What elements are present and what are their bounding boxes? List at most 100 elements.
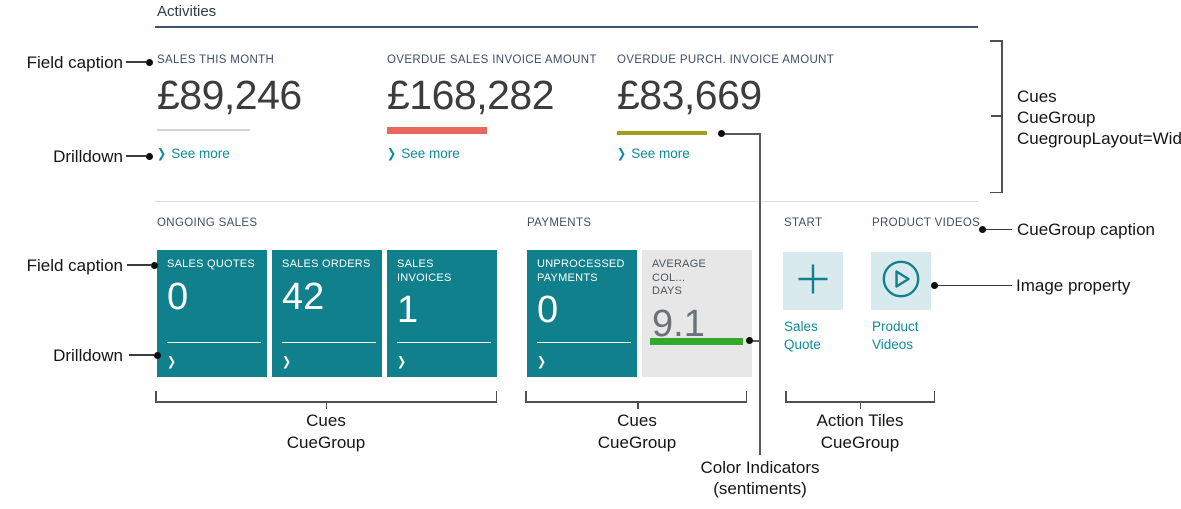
sentiment-bar-favorable — [650, 338, 743, 345]
chevron-right-icon[interactable]: ❯ — [282, 355, 292, 369]
annotation-line-text: Color Indicators — [700, 458, 820, 477]
caption-line: DAYS — [652, 285, 683, 297]
cue-caption: OVERDUE SALES INVOICE AMOUNT — [387, 54, 597, 66]
wide-cue-overdue-sales-invoice: OVERDUE SALES INVOICE AMOUNT £168,282 ❯ … — [387, 52, 613, 172]
cue-tile-unprocessed-payments[interactable]: UNPROCESSED PAYMENTS 0 ❯ — [527, 250, 637, 377]
annotation-brace — [745, 391, 747, 403]
action-link-sales-quote[interactable]: Sales Quote — [784, 319, 821, 352]
annotation-brace — [933, 391, 935, 403]
annotation-brace — [525, 401, 747, 403]
cue-tile-value: 9.1 — [652, 302, 705, 345]
annotation-line — [127, 264, 151, 266]
see-more-label: See more — [401, 146, 460, 161]
chevron-right-icon: ❯ — [157, 147, 167, 161]
cue-value[interactable]: £168,282 — [387, 72, 555, 118]
see-more-label: See more — [171, 146, 230, 161]
cue-value[interactable]: £83,669 — [617, 72, 762, 118]
cue-tile-average-collection-days[interactable]: AVERAGE COL... DAYS 9.1 — [642, 250, 752, 377]
chevron-right-icon[interactable]: ❯ — [537, 355, 547, 369]
see-more-label: See more — [631, 146, 690, 161]
annotation-line-text: Cues — [1017, 87, 1057, 106]
cue-tile-divider — [397, 341, 491, 343]
cue-tile-caption: AVERAGE COL... DAYS — [652, 258, 742, 299]
cue-tile-sales-orders[interactable]: SALES ORDERS 42 ❯ — [272, 250, 382, 377]
section-divider — [155, 201, 978, 202]
cue-caption: OVERDUE PURCH. INVOICE AMOUNT — [617, 54, 835, 66]
annotation-image-property: Image property — [1016, 276, 1131, 295]
cuegroup-caption-start: START — [784, 217, 823, 229]
annotation-line-text: CueGroup — [286, 433, 366, 452]
play-circle-icon — [880, 258, 922, 305]
annotation-drilldown-bottom: Drilldown — [53, 346, 123, 365]
annotation-cues-group-1: Cues CueGroup — [246, 410, 406, 454]
annotation-line — [126, 155, 146, 157]
annotation-action-tiles-group: Action Tiles CueGroup — [780, 410, 940, 454]
annotation-cues-group-2: Cues CueGroup — [557, 410, 717, 454]
page-title: Activities — [157, 3, 217, 20]
annotation-cuegroup-caption: CueGroup caption — [1017, 220, 1155, 239]
annotation-dot — [151, 261, 158, 269]
cuegroup-caption-ongoing-sales: ONGOING SALES — [157, 217, 258, 229]
see-more-link[interactable]: ❯ See more — [157, 146, 230, 161]
annotation-dot — [154, 351, 161, 359]
see-more-link[interactable]: ❯ See more — [617, 146, 690, 161]
annotation-field-caption-bottom: Field caption — [26, 256, 123, 275]
cue-tile-caption: SALES QUOTES — [167, 258, 255, 270]
annotation-dot — [146, 152, 153, 160]
annotation-line — [129, 354, 154, 356]
annotation-line — [986, 228, 1012, 230]
annotation-field-caption-top: Field caption — [26, 53, 123, 72]
action-link-product-videos[interactable]: Product Videos — [872, 319, 919, 352]
cue-tile-sales-quotes[interactable]: SALES QUOTES 0 ❯ — [157, 250, 267, 377]
annotation-line — [759, 133, 761, 455]
cue-tile-value: 1 — [397, 289, 419, 331]
annotation-dot — [978, 225, 986, 233]
annotation-line-text: (sentiments) — [713, 479, 807, 498]
sentiment-bar-caution — [617, 131, 707, 135]
annotation-line-text: CuegroupLayout=Wide — [1017, 129, 1181, 148]
wide-cue-sales-this-month: SALES THIS MONTH £89,246 ❯ See more — [157, 52, 383, 172]
see-more-link[interactable]: ❯ See more — [387, 146, 460, 161]
annotation-line-text: Cues — [306, 411, 346, 430]
cue-tile-caption: SALES INVOICES — [397, 258, 452, 284]
plus-icon — [795, 261, 831, 302]
annotation-line — [126, 61, 146, 63]
annotation-line-text: Cues — [617, 411, 657, 430]
annotation-brace — [325, 401, 327, 409]
annotation-line-text: CueGroup — [1017, 108, 1096, 127]
annotation-dot — [717, 130, 725, 137]
annotation-color-indicators: Color Indicators (sentiments) — [681, 457, 839, 499]
cue-tile-value: 0 — [537, 289, 559, 331]
header-divider — [155, 26, 978, 28]
annotation-line-text: CueGroup — [820, 433, 900, 452]
annotation-drilldown-top: Drilldown — [53, 147, 123, 166]
cue-tile-value: 0 — [167, 275, 189, 318]
action-tile-sales-quote[interactable] — [783, 252, 843, 310]
sentiment-bar-negative — [387, 127, 487, 134]
chevron-right-icon[interactable]: ❯ — [167, 355, 177, 369]
chevron-right-icon: ❯ — [387, 147, 397, 161]
chevron-right-icon[interactable]: ❯ — [397, 355, 407, 369]
wide-cue-overdue-purch-invoice: OVERDUE PURCH. INVOICE AMOUNT £83,669 ❯ … — [617, 52, 843, 172]
cue-tile-sales-invoices[interactable]: SALES INVOICES 1 ❯ — [387, 250, 497, 377]
annotation-brace — [785, 391, 787, 403]
cue-tile-caption: SALES ORDERS — [282, 258, 371, 270]
annotation-dot — [746, 337, 753, 344]
annotation-brace — [495, 391, 497, 403]
caption-line: AVERAGE COL... — [652, 258, 707, 284]
annotation-line-text: Action Tiles — [816, 411, 904, 430]
cue-tile-divider — [282, 341, 376, 343]
annotation-dot — [146, 58, 153, 66]
cue-tile-caption: UNPROCESSED PAYMENTS — [537, 258, 625, 284]
annotation-bracket — [1001, 40, 1003, 193]
action-tile-product-videos[interactable] — [871, 252, 931, 310]
annotation-bracket — [989, 191, 1002, 193]
annotation-line — [724, 133, 760, 135]
cue-tile-value: 42 — [282, 275, 325, 318]
cue-tile-divider — [167, 341, 261, 343]
annotation-brace — [155, 391, 157, 403]
cue-tile-divider — [537, 341, 631, 343]
chevron-right-icon: ❯ — [617, 147, 627, 161]
cue-value[interactable]: £89,246 — [157, 72, 302, 118]
